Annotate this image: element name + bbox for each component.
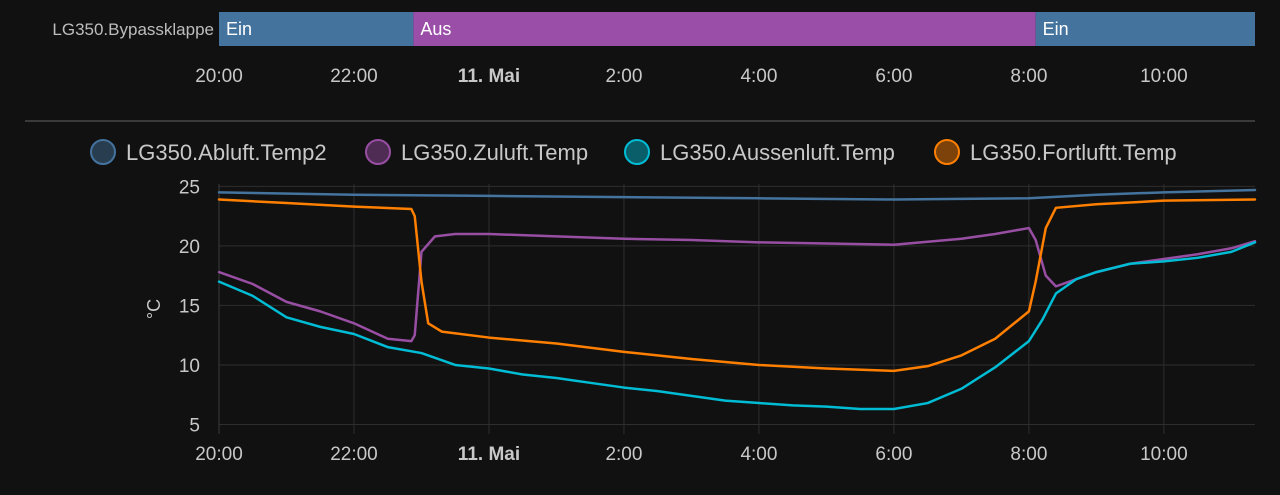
series-line-4[interactable] <box>217 198 1257 373</box>
y-tick-label: 15 <box>179 296 200 317</box>
timeline-x-tick-label: 10:00 <box>1140 66 1188 87</box>
chart-divider <box>25 120 1255 122</box>
timeline-entity-label: LG350.Bypassklappe <box>52 20 214 39</box>
legend-label[interactable]: LG350.Aussenluft.Temp <box>660 140 895 165</box>
series-line-3[interactable] <box>217 241 1257 411</box>
x-tick-label: 2:00 <box>605 444 642 465</box>
timeline-x-tick-label: 6:00 <box>875 66 912 87</box>
x-tick-label: 4:00 <box>740 444 777 465</box>
timeline-segment-ein[interactable] <box>1035 12 1255 46</box>
timeline-x-tick-label: 11. Mai <box>458 66 520 87</box>
timeline-x-tick-label: 4:00 <box>740 66 777 87</box>
legend-marker[interactable] <box>90 139 116 165</box>
timeline-segment-label: Aus <box>420 19 451 39</box>
legend-marker[interactable] <box>624 139 650 165</box>
legend-label[interactable]: LG350.Zuluft.Temp <box>401 140 588 165</box>
timeline-chart: LG350.Bypassklappe Ein Aus Ein 20:00 22:00 11.… <box>52 12 1255 87</box>
timeline-segment-label: Ein <box>226 19 252 39</box>
y-tick-label: 10 <box>179 356 200 377</box>
x-tick-label: 10:00 <box>1140 444 1188 465</box>
y-tick-label: 5 <box>189 415 200 436</box>
x-tick-label: 6:00 <box>875 444 912 465</box>
legend-marker[interactable] <box>934 139 960 165</box>
y-tick-label: 25 <box>179 177 200 198</box>
series-line-1[interactable] <box>217 188 1257 201</box>
y-tick-label: 20 <box>179 237 200 258</box>
timeline-segment-aus[interactable] <box>413 12 1036 46</box>
legend-label[interactable]: LG350.Abluft.Temp2 <box>126 140 327 165</box>
x-tick-label: 11. Mai <box>458 444 520 465</box>
series-line-2[interactable] <box>217 226 1257 343</box>
timeline-segment-ein[interactable] <box>219 12 414 46</box>
timeline-x-tick-label: 2:00 <box>605 66 642 87</box>
legend-label[interactable]: LG350.Fortluftt.Temp <box>970 140 1177 165</box>
x-tick-label: 22:00 <box>330 444 378 465</box>
x-tick-label: 8:00 <box>1010 444 1047 465</box>
timeline-x-tick-label: 22:00 <box>330 66 378 87</box>
plot-grid <box>218 184 1255 434</box>
timeline-x-tick-label: 20:00 <box>195 66 243 87</box>
timeline-x-tick-label: 8:00 <box>1010 66 1047 87</box>
legend-marker[interactable] <box>365 139 391 165</box>
timeline-segment-label: Ein <box>1043 19 1069 39</box>
y-axis-unit-label: °C <box>144 299 164 319</box>
x-tick-label: 20:00 <box>195 444 243 465</box>
